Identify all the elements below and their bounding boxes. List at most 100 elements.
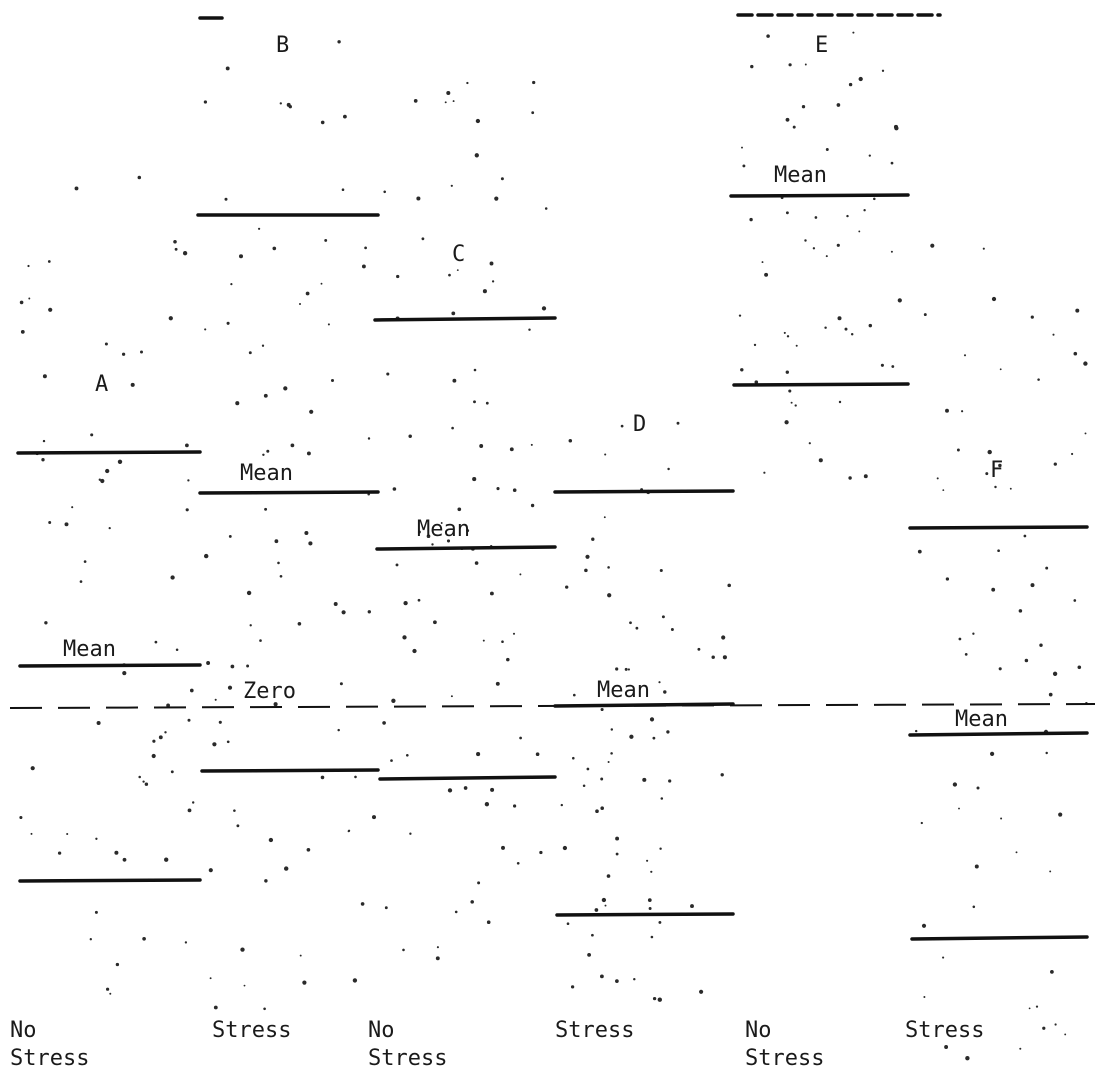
- scatter-dot: [485, 401, 489, 405]
- scatter-dot: [367, 437, 371, 440]
- scatter-dot: [650, 870, 653, 873]
- scatter-dot: [472, 477, 477, 482]
- scatter-dot: [413, 99, 418, 103]
- scatter-dot: [352, 978, 358, 983]
- scatter-dot: [204, 553, 209, 559]
- scatter-dot: [812, 247, 816, 250]
- scatter-dot: [666, 730, 670, 734]
- scatter-dot: [633, 977, 636, 981]
- scatter-dot: [721, 635, 726, 640]
- scatter-dot: [1030, 315, 1034, 319]
- scatter-dot: [337, 40, 341, 44]
- scatter-dot: [1042, 1026, 1046, 1030]
- scatter-dot: [213, 1005, 218, 1010]
- scatter-dot: [890, 161, 894, 165]
- scatter-dot: [383, 190, 386, 194]
- scatter-dot: [783, 331, 786, 334]
- scatter-dot: [531, 111, 535, 115]
- scatter-dot: [512, 488, 517, 492]
- scatter-dot: [764, 272, 769, 277]
- scatter-dot: [74, 186, 79, 191]
- scatter-dot: [763, 471, 766, 474]
- scatter-dot: [985, 472, 989, 476]
- scatter-dot: [30, 766, 35, 771]
- mean-label: Mean: [597, 678, 650, 703]
- scatter-dot: [606, 874, 611, 878]
- scatter-dot: [976, 786, 980, 790]
- scatter-dot: [262, 453, 265, 457]
- scatter-dot: [825, 148, 829, 151]
- scatter-dot: [930, 243, 935, 248]
- scatter-dot: [184, 941, 188, 944]
- scatter-dot: [652, 736, 656, 740]
- scatter-dot: [272, 246, 277, 251]
- scatter-dot: [615, 836, 620, 841]
- scatter-dot: [257, 227, 261, 230]
- scatter-dot: [417, 530, 421, 534]
- panel-letter: D: [633, 412, 646, 437]
- scatter-dot: [405, 753, 409, 757]
- scatter-dot: [599, 974, 604, 979]
- scatter-dot: [463, 786, 468, 790]
- scatter-dot: [341, 610, 346, 615]
- scatter-dot: [607, 593, 612, 598]
- scatter-dot: [844, 327, 848, 331]
- scatter-dot: [235, 401, 240, 406]
- upper-bound-line: [16, 450, 202, 455]
- scatter-dot: [446, 90, 451, 96]
- mean-label: Mean: [240, 461, 293, 486]
- scatter-dot: [450, 695, 453, 698]
- scatter-dot: [403, 600, 408, 606]
- scatter-dot: [863, 474, 868, 479]
- scatter-dot: [570, 985, 575, 989]
- scatter-dot: [417, 598, 421, 602]
- scatter-dot: [473, 400, 476, 404]
- scatter-dot: [402, 635, 407, 640]
- scatter-dot: [604, 904, 607, 907]
- scatter-dot: [19, 300, 24, 305]
- scatter-dot: [433, 620, 437, 625]
- scatter-dot: [95, 837, 98, 840]
- scatter-dot: [753, 343, 757, 347]
- scatter-dot: [837, 316, 842, 321]
- scatter-dot: [501, 640, 504, 643]
- lower-bound-line: [378, 775, 557, 781]
- scatter-dot: [584, 568, 588, 573]
- scatter-dot: [560, 803, 563, 807]
- scatter-dot: [661, 615, 665, 619]
- scatter-dot: [818, 458, 823, 463]
- scatter-dot: [19, 815, 23, 820]
- scatter-dot: [327, 323, 330, 326]
- scatter-dot: [360, 902, 365, 906]
- scatter-dot: [209, 977, 212, 980]
- scatter-dot: [105, 468, 110, 474]
- scatter-dot: [185, 443, 189, 448]
- column-label-line2: Stress: [745, 1046, 824, 1071]
- scatter-dot: [604, 453, 607, 456]
- scatter-dot: [347, 830, 350, 833]
- scatter-dot: [958, 807, 960, 810]
- scatter-dot: [20, 330, 25, 334]
- scatter-dot: [288, 105, 292, 109]
- scatter-dot: [304, 531, 309, 535]
- scatter-dot: [412, 648, 417, 654]
- scatter-dot: [151, 753, 156, 759]
- scatter-dot: [233, 809, 236, 812]
- scatter-dot: [226, 321, 230, 325]
- scatter-dot: [83, 560, 87, 563]
- scatter-dot: [435, 956, 440, 961]
- scatter-dot: [801, 105, 806, 109]
- scatter-dot: [541, 306, 547, 311]
- mean-line: [908, 731, 1089, 737]
- scatter-dot: [266, 449, 270, 453]
- scatter-dot: [989, 751, 995, 757]
- scatter-dot: [915, 729, 918, 733]
- scatter-dot: [568, 438, 573, 443]
- scatter-dot: [206, 661, 211, 665]
- scatter-dot: [203, 100, 208, 104]
- scatter-dot: [1030, 583, 1035, 588]
- scatter-dot: [218, 720, 222, 724]
- upper-bound-line: [908, 525, 1089, 530]
- scatter-dot: [600, 707, 604, 712]
- scatter-dot: [1071, 452, 1074, 456]
